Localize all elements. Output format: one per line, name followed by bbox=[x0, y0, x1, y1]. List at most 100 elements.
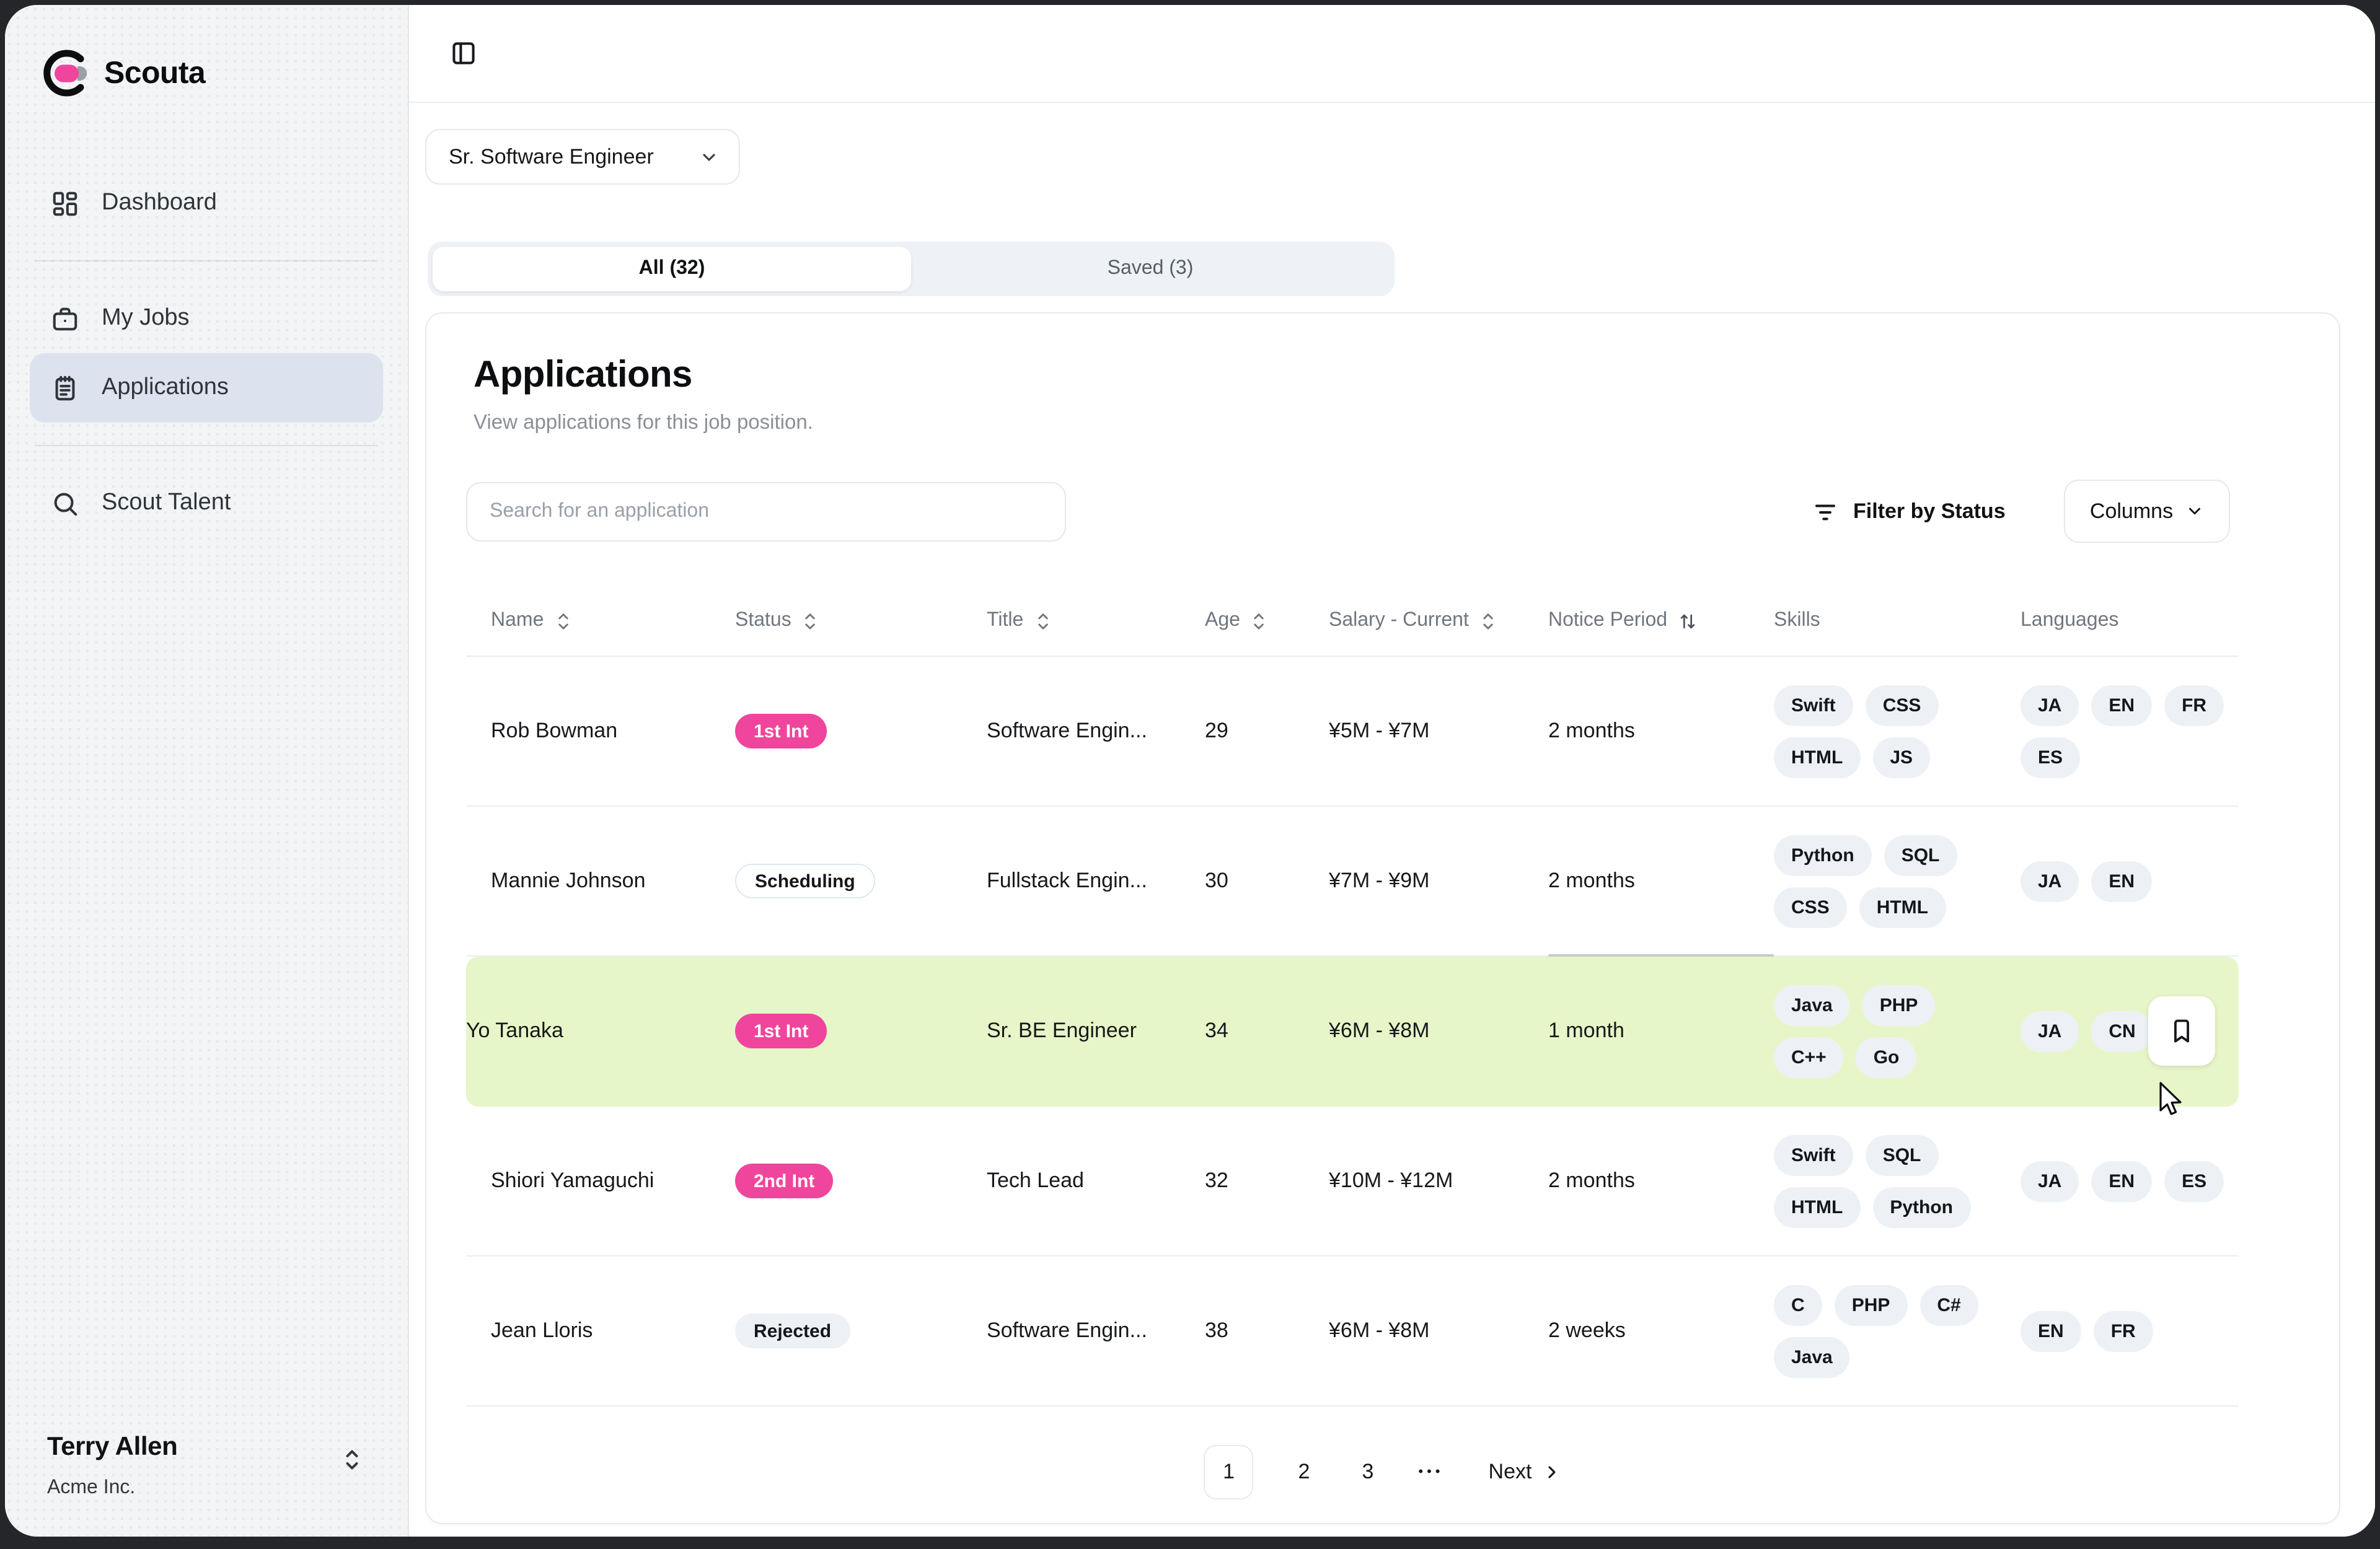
bookmark-icon bbox=[2168, 1017, 2195, 1045]
sidebar-item-my-jobs[interactable]: My Jobs bbox=[30, 284, 383, 353]
skill-pill: JS bbox=[1872, 737, 1931, 778]
column-header-status[interactable]: Status bbox=[735, 610, 987, 632]
tab-all[interactable]: All (32) bbox=[433, 247, 911, 291]
table-row[interactable]: Rob Bowman 1st Int Software Engin... 29 … bbox=[466, 657, 2239, 807]
status-badge: Scheduling bbox=[735, 864, 875, 898]
applications-card: Applications View applications for this … bbox=[425, 312, 2340, 1524]
columns-dropdown-button[interactable]: Columns bbox=[2064, 480, 2230, 543]
cell-skills: C PHP C# Java bbox=[1774, 1284, 1992, 1377]
table-row[interactable]: Jean Lloris Rejected Software Engin... 3… bbox=[466, 1257, 2239, 1406]
column-header-name[interactable]: Name bbox=[466, 610, 735, 632]
column-header-notice-period[interactable]: Notice Period bbox=[1548, 610, 1774, 632]
job-select-value: Sr. Software Engineer bbox=[449, 144, 654, 168]
column-header-age[interactable]: Age bbox=[1205, 610, 1329, 632]
page-title: Applications bbox=[474, 354, 692, 395]
skill-pill: SQL bbox=[1865, 1134, 1939, 1175]
skill-pill: PHP bbox=[1862, 985, 1936, 1025]
cell-salary: ¥10M - ¥12M bbox=[1329, 1169, 1453, 1192]
page-button-3[interactable]: 3 bbox=[1362, 1460, 1374, 1483]
cell-name: Jean Lloris bbox=[491, 1319, 593, 1342]
chevrons-up-down-icon bbox=[1250, 610, 1269, 631]
skill-pill: HTML bbox=[1774, 1187, 1861, 1227]
top-header bbox=[409, 5, 2375, 103]
table-row[interactable]: Mannie Johnson Scheduling Fullstack Engi… bbox=[466, 807, 2239, 957]
column-header-salary[interactable]: Salary - Current bbox=[1329, 610, 1548, 632]
page-button-1[interactable]: 1 bbox=[1204, 1445, 1254, 1499]
skill-pill: CSS bbox=[1865, 685, 1939, 726]
pagination-ellipsis[interactable]: ••• bbox=[1418, 1465, 1444, 1480]
cell-name: Mannie Johnson bbox=[491, 869, 646, 892]
cell-title: Sr. BE Engineer bbox=[987, 1019, 1137, 1042]
status-badge: 1st Int bbox=[735, 714, 827, 748]
sidebar: Scouta Dashboard bbox=[5, 5, 409, 1537]
clipboard-icon bbox=[50, 373, 79, 403]
sidebar-toggle-button[interactable] bbox=[441, 31, 486, 76]
cell-skills: Python SQL CSS HTML bbox=[1774, 835, 1992, 928]
skill-pill: SQL bbox=[1884, 835, 1957, 875]
filter-label: Filter by Status bbox=[1853, 499, 2006, 523]
skill-pill: HTML bbox=[1774, 737, 1861, 778]
language-pill: CN bbox=[2091, 1011, 2153, 1051]
cell-languages: JA EN bbox=[2021, 861, 2225, 902]
cell-skills: Swift SQL HTML Python bbox=[1774, 1134, 1992, 1227]
skill-pill: PHP bbox=[1834, 1284, 1908, 1325]
cell-status: Scheduling bbox=[735, 864, 987, 898]
chevrons-up-down-icon bbox=[1479, 610, 1497, 631]
column-header-skills: Skills bbox=[1774, 610, 1820, 631]
cell-notice-period: 2 weeks bbox=[1548, 1319, 1626, 1342]
sidebar-divider bbox=[35, 260, 378, 261]
cell-languages: JA EN ES bbox=[2021, 1161, 2225, 1201]
sidebar-divider bbox=[35, 445, 378, 446]
filter-icon bbox=[1812, 499, 1838, 525]
language-pill: JA bbox=[2021, 1011, 2079, 1051]
tab-saved[interactable]: Saved (3) bbox=[911, 247, 1390, 291]
language-pill: EN bbox=[2091, 685, 2153, 726]
chevron-right-icon bbox=[1541, 1462, 1561, 1482]
sidebar-item-label: Applications bbox=[102, 374, 229, 400]
cell-title: Fullstack Engin... bbox=[987, 869, 1147, 892]
cell-age: 29 bbox=[1205, 719, 1228, 742]
status-badge: 2nd Int bbox=[735, 1164, 834, 1198]
page-button-2[interactable]: 2 bbox=[1298, 1460, 1310, 1483]
cell-status: Rejected bbox=[735, 1314, 987, 1348]
user-menu[interactable]: Terry Allen Acme Inc. bbox=[5, 1433, 408, 1537]
skill-pill: Java bbox=[1774, 985, 1850, 1025]
bookmark-button[interactable] bbox=[2148, 996, 2215, 1066]
sidebar-item-dashboard[interactable]: Dashboard bbox=[30, 169, 383, 238]
cell-name: Shiori Yamaguchi bbox=[491, 1169, 654, 1192]
skill-pill: Python bbox=[1872, 1187, 1970, 1227]
status-badge: 1st Int bbox=[735, 1014, 827, 1048]
tab-all-label: All (32) bbox=[638, 258, 705, 279]
sidebar-item-scout-talent[interactable]: Scout Talent bbox=[30, 468, 383, 538]
cell-status: 2nd Int bbox=[735, 1164, 987, 1198]
table-row[interactable]: Shiori Yamaguchi 2nd Int Tech Lead 32 ¥1… bbox=[466, 1107, 2239, 1257]
cell-skills: Swift CSS HTML JS bbox=[1774, 685, 1992, 778]
column-header-title[interactable]: Title bbox=[987, 610, 1205, 632]
language-pill: JA bbox=[2021, 1161, 2079, 1201]
cell-age: 32 bbox=[1205, 1169, 1228, 1192]
chevrons-up-down-icon[interactable] bbox=[341, 1447, 363, 1472]
columns-label: Columns bbox=[2089, 499, 2174, 522]
language-pill: EN bbox=[2091, 861, 2153, 902]
filter-by-status-button[interactable]: Filter by Status bbox=[1812, 487, 2006, 537]
next-page-button[interactable]: Next bbox=[1489, 1460, 1562, 1485]
chevrons-up-down-icon bbox=[553, 610, 572, 631]
chevrons-up-down-icon bbox=[801, 610, 820, 631]
skill-pill: CSS bbox=[1774, 887, 1847, 928]
column-header-languages: Languages bbox=[2021, 610, 2119, 631]
search-input[interactable] bbox=[466, 482, 1066, 542]
table-header-row: Name Status bbox=[466, 586, 2239, 657]
cell-salary: ¥7M - ¥9M bbox=[1329, 869, 1430, 892]
sidebar-item-applications[interactable]: Applications bbox=[30, 353, 383, 423]
table-row-highlighted[interactable]: Yo Tanaka 1st Int Sr. BE Engineer 34 ¥6M… bbox=[466, 954, 2239, 1107]
skill-pill: Java bbox=[1774, 1336, 1850, 1377]
language-pill: ES bbox=[2021, 737, 2081, 778]
cell-salary: ¥5M - ¥7M bbox=[1329, 719, 1430, 742]
user-company: Acme Inc. bbox=[47, 1477, 136, 1498]
cell-title: Tech Lead bbox=[987, 1169, 1084, 1192]
cell-age: 30 bbox=[1205, 869, 1228, 892]
skill-pill: HTML bbox=[1859, 887, 1946, 928]
skill-pill: C++ bbox=[1774, 1037, 1844, 1077]
job-select-dropdown[interactable]: Sr. Software Engineer bbox=[425, 129, 740, 185]
